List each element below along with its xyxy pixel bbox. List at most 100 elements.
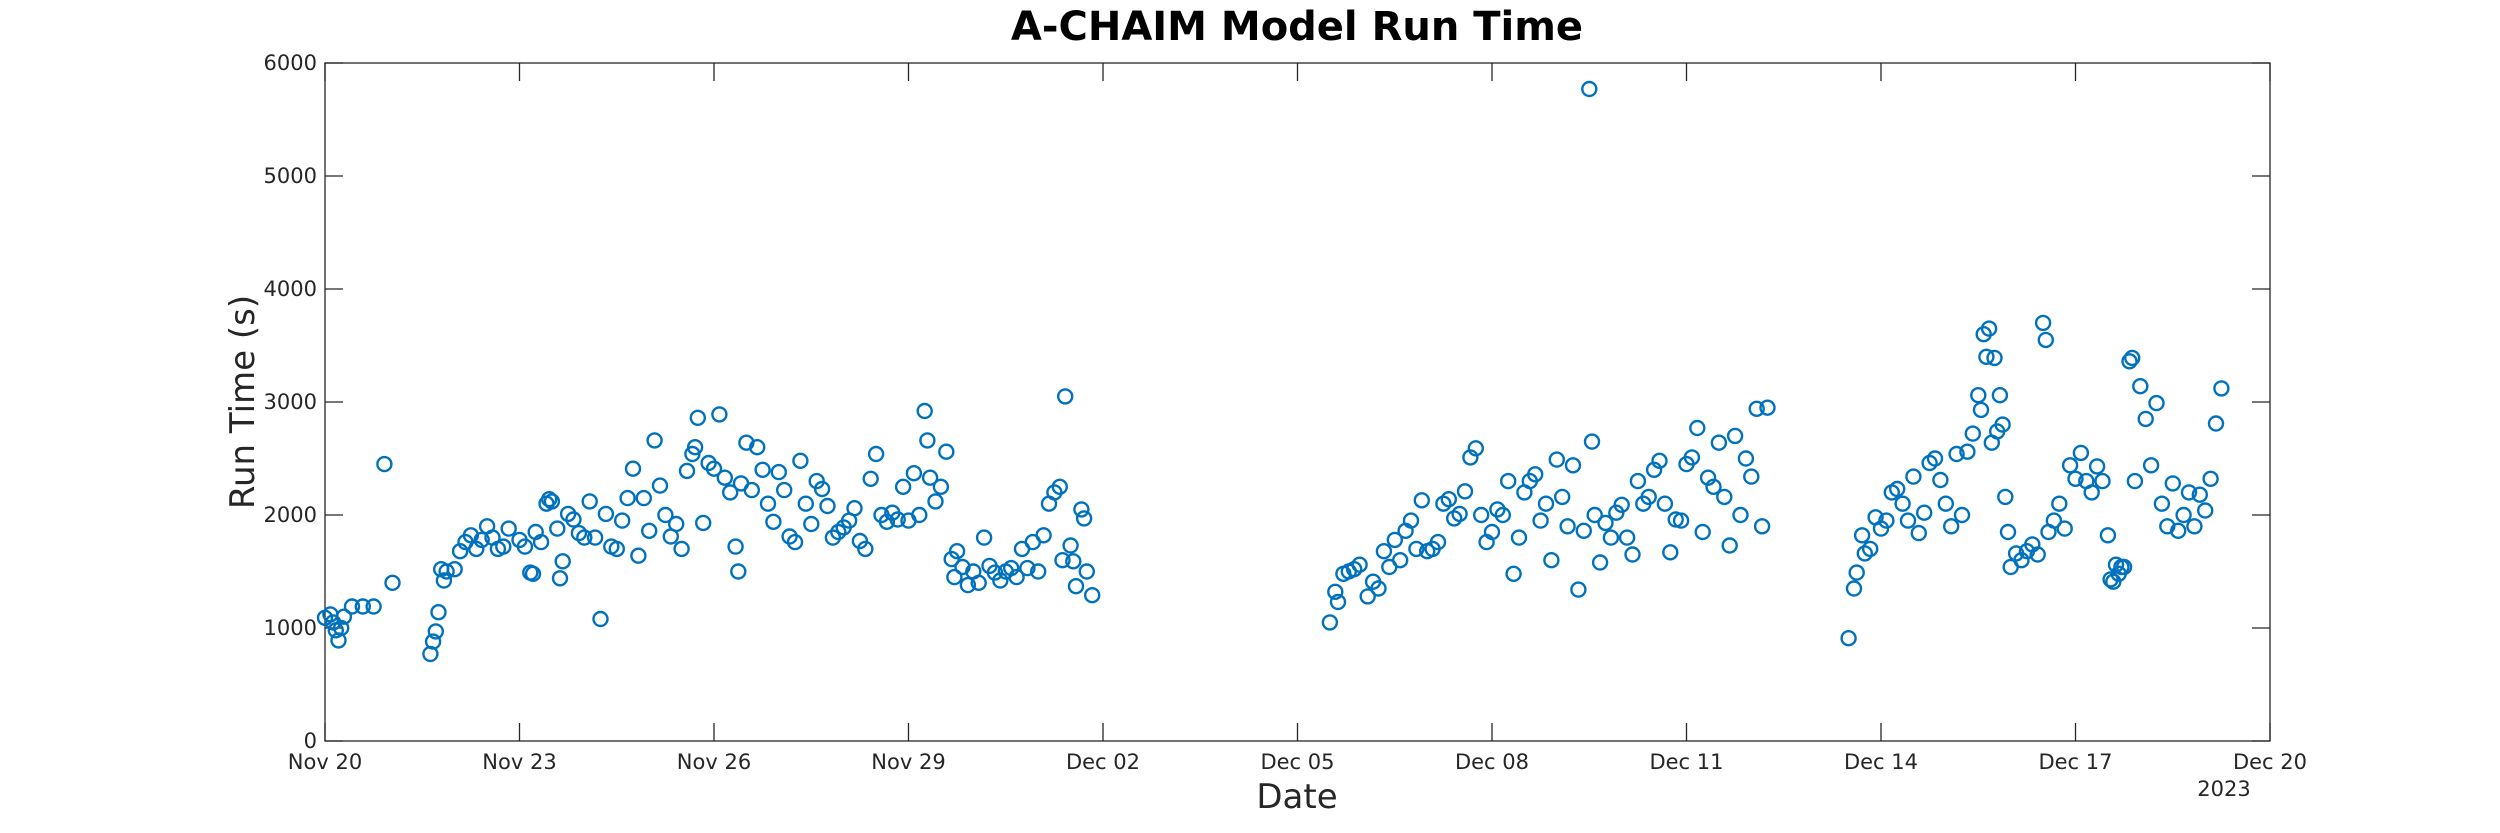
data-point	[1926, 450, 1944, 467]
y-tick-label: 5000	[264, 164, 317, 188]
data-point	[1618, 529, 1636, 546]
data-point	[1991, 387, 2009, 404]
data-point	[1462, 449, 1479, 466]
data-point	[2037, 331, 2055, 349]
data-point	[1483, 523, 1501, 541]
data-point	[970, 574, 987, 591]
data-point	[1537, 495, 1555, 512]
data-point	[2186, 518, 2203, 535]
data-point	[468, 540, 485, 558]
data-point	[743, 481, 760, 499]
data-point	[1408, 540, 1425, 558]
data-point	[435, 572, 453, 589]
data-point	[1056, 388, 1074, 405]
data-point	[797, 495, 814, 512]
data-point	[2013, 552, 2030, 569]
data-point	[1726, 427, 1744, 445]
y-tick-label: 1000	[264, 616, 317, 640]
data-point	[2126, 472, 2144, 490]
y-tick-label: 0	[304, 729, 317, 753]
data-point	[451, 543, 469, 560]
data-point	[1581, 80, 1598, 98]
data-point	[635, 489, 652, 507]
data-point	[354, 598, 371, 615]
data-point	[1932, 471, 1949, 489]
x-tick-label: Dec 08	[1455, 750, 1529, 774]
data-point	[819, 497, 836, 515]
data-point	[592, 610, 609, 628]
data-point	[938, 443, 955, 460]
data-point	[630, 547, 647, 564]
chart-title: A-CHAIM Model Run Time	[1011, 4, 1583, 50]
data-point	[1329, 593, 1347, 611]
data-point	[1656, 495, 1674, 512]
data-point	[1051, 478, 1069, 495]
x-tick-label: Dec 02	[1066, 750, 1140, 774]
data-point	[1694, 523, 1711, 541]
data-point	[932, 478, 950, 495]
data-point	[1710, 434, 1728, 451]
data-point	[862, 470, 879, 487]
data-point	[1078, 563, 1096, 580]
data-point	[608, 540, 625, 558]
data-point	[867, 445, 885, 463]
data-point	[2191, 486, 2209, 503]
data-point	[1035, 527, 1052, 544]
data-point	[581, 493, 598, 510]
data-point	[446, 561, 463, 578]
x-tick-label: Dec 20	[2233, 750, 2307, 774]
data-point	[1019, 559, 1036, 577]
data-point	[1716, 488, 1733, 506]
data-point	[813, 480, 831, 498]
data-point	[689, 409, 706, 426]
x-axis-label: Date	[1256, 777, 1337, 817]
data-point	[1662, 544, 1679, 561]
x-tick-label: Dec 05	[1260, 750, 1334, 774]
data-point	[1548, 451, 1566, 468]
data-point	[1586, 506, 1603, 524]
data-point	[1737, 450, 1755, 467]
data-point	[1440, 491, 1458, 508]
data-point	[959, 576, 977, 594]
data-point	[424, 633, 442, 650]
data-point	[2088, 458, 2106, 475]
data-point	[803, 515, 820, 533]
data-point	[524, 565, 542, 582]
data-point	[1964, 425, 1982, 442]
data-point	[1073, 501, 1090, 518]
data-point	[919, 432, 936, 449]
axes: 0 1000 2000 3000 4000 5000 6000 Nov 20 Nov 23 Nov…	[264, 51, 2307, 774]
data-point	[1321, 614, 1339, 631]
data-point	[894, 478, 912, 495]
data-point	[695, 514, 712, 532]
data-point	[1029, 563, 1047, 580]
data-point	[2207, 415, 2225, 432]
data-point	[651, 477, 669, 494]
data-point	[1532, 512, 1549, 529]
data-point	[2169, 522, 2187, 539]
data-point	[1848, 564, 1865, 581]
data-point	[727, 538, 744, 555]
data-point	[1553, 488, 1571, 506]
data-point	[1759, 399, 1776, 416]
data-point	[516, 538, 534, 555]
data-point	[1624, 546, 1641, 563]
data-point	[1602, 529, 1620, 546]
data-point	[2213, 380, 2230, 397]
data-point	[1456, 483, 1474, 500]
data-point	[1894, 495, 1911, 512]
data-point	[473, 531, 490, 549]
data-point	[686, 439, 704, 456]
data-point	[1472, 506, 1490, 524]
data-point	[1743, 468, 1760, 485]
data-point	[1915, 504, 1933, 521]
data-point	[1526, 466, 1544, 483]
data-point	[1905, 468, 1922, 485]
data-point	[1753, 518, 1771, 535]
data-point	[1899, 512, 1917, 529]
data-point	[673, 540, 690, 558]
y-tick-label: 4000	[264, 277, 317, 301]
data-point	[2132, 378, 2149, 395]
data-point	[1986, 349, 2003, 367]
data-point	[730, 563, 747, 580]
